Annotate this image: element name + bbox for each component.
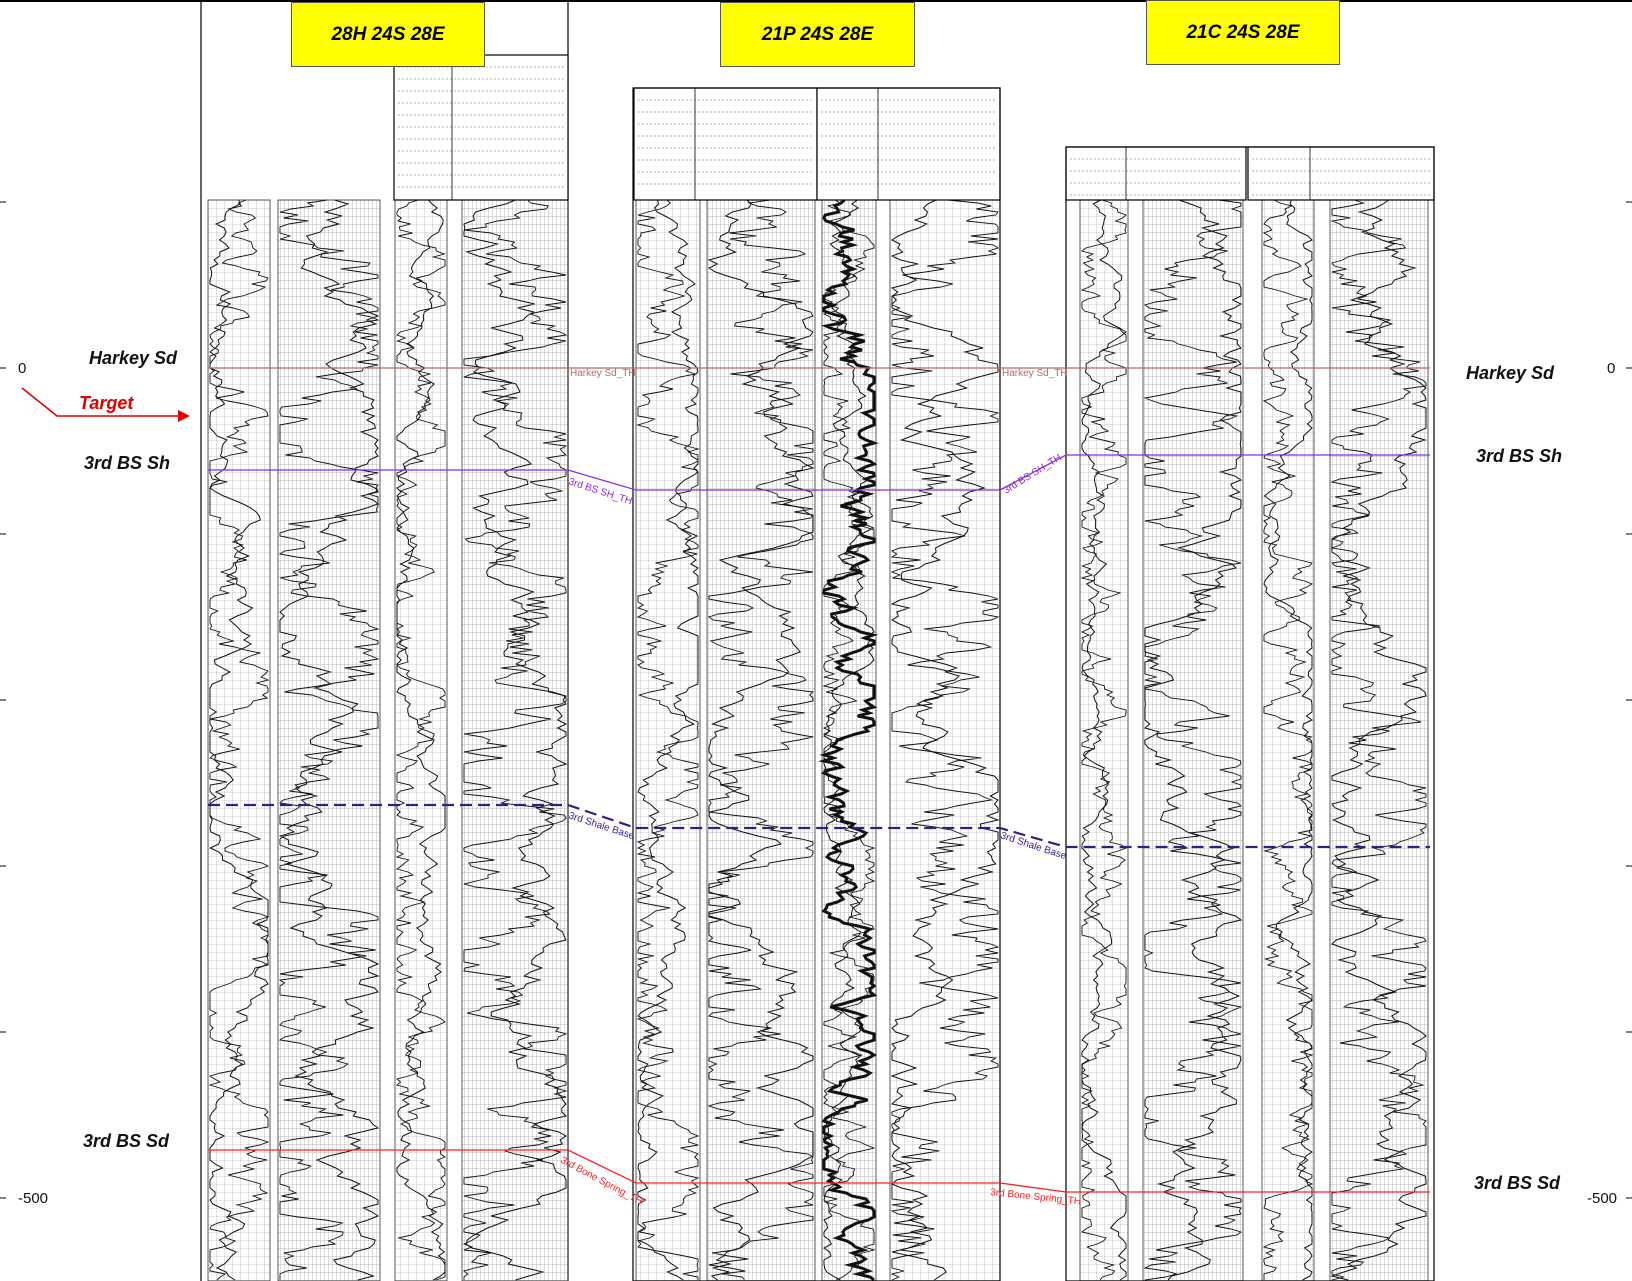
- formation-top-bssh: 3rd BS SH_TH 3rd BS SH_TH: [208, 452, 1430, 507]
- log-curve: [1330, 199, 1427, 1281]
- formation-top-label: 3rd BS SH_TH: [567, 476, 633, 507]
- log-track: [207, 199, 271, 1281]
- log-header: [633, 87, 818, 201]
- log-curve: [462, 199, 568, 1280]
- log-curve: [636, 199, 700, 1280]
- formation-label-bssh-right: 3rd BS Sh: [1476, 446, 1563, 466]
- log-curve: [463, 199, 568, 1281]
- log-curve: [822, 199, 876, 1281]
- log-track: [1142, 199, 1244, 1281]
- target-arrow: [21, 387, 190, 422]
- depth-label-minus500-left: -500: [18, 1190, 49, 1207]
- log-curve: [278, 199, 380, 1281]
- log-curve: [1330, 199, 1427, 1281]
- log-curve: [637, 199, 699, 1281]
- log-track: [889, 199, 1001, 1281]
- log-track: [1329, 199, 1429, 1281]
- log-header: [393, 54, 569, 201]
- formation-top-harkey: Harkey Sd_TH Harkey Sd_TH: [208, 367, 1430, 379]
- log-curve: [209, 199, 269, 1281]
- target-label: Target: [79, 393, 134, 413]
- formation-top-label: 3rd Shale Base: [567, 810, 636, 842]
- formation-label-bssh-left: 3rd BS Sh: [84, 453, 171, 473]
- formation-label-bssd-left: 3rd BS Sd: [83, 1131, 170, 1151]
- formation-top-label: Harkey Sd_TH: [570, 368, 636, 379]
- formation-top-bssd: 3rd Bone Spring_TH 3rd Bone Spring_TH: [208, 1149, 1430, 1208]
- log-curve: [1080, 199, 1127, 1281]
- log-curve: [1143, 199, 1243, 1281]
- well-label-28h: 28H 24S 28E: [291, 2, 485, 67]
- log-curve: [707, 199, 815, 1281]
- log-curve: [823, 199, 875, 1281]
- formation-top-shbase: 3rd Shale Base 3rd Shale Base: [208, 803, 1430, 862]
- log-curve: [395, 199, 446, 1281]
- depth-label-minus500-right: -500: [1587, 1190, 1618, 1207]
- log-curve: [707, 199, 815, 1281]
- log-curve: [1143, 199, 1243, 1281]
- log-track: [394, 199, 448, 1281]
- formation-label-bssd-right: 3rd BS Sd: [1474, 1173, 1561, 1193]
- formation-top-label: 3rd BS SH_TH: [1002, 452, 1064, 496]
- formation-top-label: 3rd Shale Base: [999, 830, 1068, 862]
- formation-top-line: [208, 454, 1430, 491]
- formation-label-harkey-right: Harkey Sd: [1466, 363, 1555, 383]
- log-panel-frame: [632, 87, 1001, 1281]
- depth-label-zero-right: 0: [1607, 360, 1616, 377]
- well-label-21p: 21P 24S 28E: [720, 2, 915, 67]
- log-header: [1065, 146, 1247, 201]
- formation-top-label: Harkey Sd_TH: [1002, 368, 1068, 379]
- depth-ticks: [0, 201, 1632, 1199]
- formation-top-line: [208, 1149, 1430, 1193]
- depth-label-zero-left: 0: [18, 360, 27, 377]
- well-label-21c: 21C 24S 28E: [1146, 0, 1340, 65]
- log-curve: [818, 198, 879, 1281]
- log-curve: [1262, 199, 1314, 1280]
- log-curve: [396, 199, 446, 1281]
- log-curve: [208, 199, 270, 1281]
- log-curve: [1081, 199, 1127, 1281]
- log-track: [461, 199, 569, 1281]
- log-curve: [890, 199, 1000, 1281]
- log-curve: [278, 199, 380, 1280]
- log-header: [1247, 146, 1435, 201]
- log-track: [1261, 199, 1315, 1281]
- formation-label-harkey-left: Harkey Sd: [89, 348, 178, 368]
- log-panel-frame: [1065, 146, 1435, 1281]
- log-header: [816, 87, 1001, 201]
- formation-top-label: 3rd Bone Spring_TH: [990, 1187, 1082, 1207]
- formation-top-line: [208, 803, 1430, 849]
